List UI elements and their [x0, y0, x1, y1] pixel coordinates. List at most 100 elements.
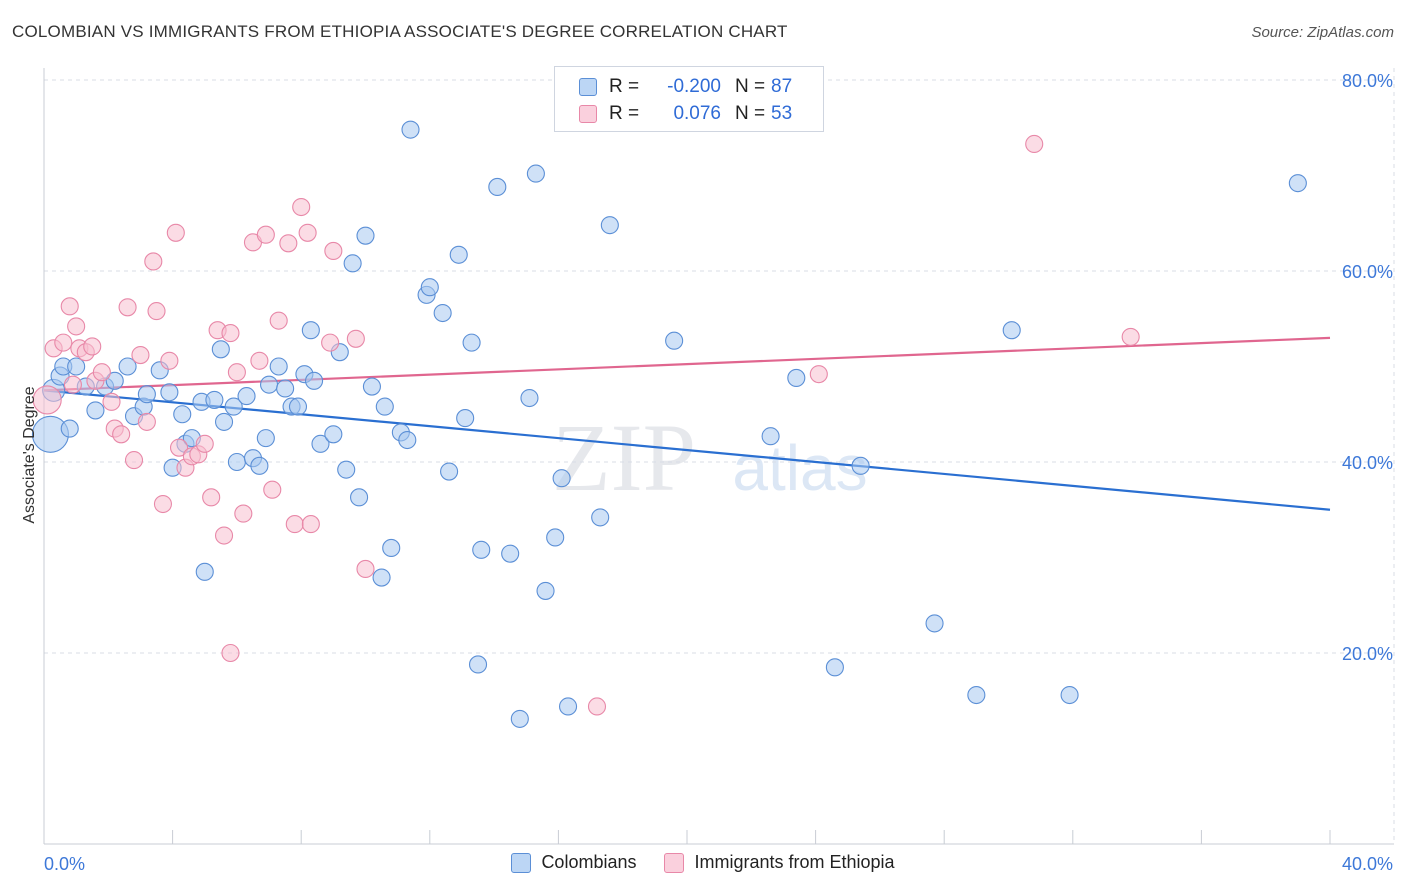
point-colombians [337, 460, 356, 479]
point-colombians [546, 528, 565, 547]
point-colombians [256, 429, 275, 448]
point-colombians [382, 538, 401, 558]
point-colombians [227, 452, 246, 472]
point-ethiopia [83, 337, 102, 356]
point-ethiopia [144, 252, 163, 271]
correlation-legend: R = -0.200 N = 87 R = 0.076 N = 53 [554, 66, 824, 132]
point-colombians [250, 456, 269, 475]
point-colombians [851, 456, 870, 475]
point-ethiopia [169, 438, 189, 457]
legend-label-ethiopia: Immigrants from Ethiopia [694, 852, 895, 872]
point-colombians [600, 216, 619, 235]
point-colombians [433, 303, 452, 323]
legend-item-colombians[interactable]: Colombians [511, 852, 636, 873]
point-ethiopia [1025, 134, 1044, 154]
legend-swatch-pink [664, 852, 685, 873]
point-colombians [472, 540, 491, 559]
point-colombians [825, 658, 844, 677]
point-ethiopia [250, 351, 269, 370]
legend-n-value: 53 [771, 103, 793, 124]
legend-item-ethiopia[interactable]: Immigrants from Ethiopia [664, 852, 895, 873]
point-colombians [105, 371, 124, 390]
point-colombians [301, 321, 320, 340]
point-ethiopia [147, 302, 166, 321]
point-colombians [67, 357, 86, 376]
legend-n-label: N = [735, 76, 766, 97]
y-tick-label: 60.0% [1342, 262, 1393, 282]
point-colombians [536, 581, 555, 600]
point-colombians [468, 655, 488, 674]
point-colombians [510, 709, 529, 728]
point-colombians [60, 419, 79, 438]
legend-swatch-pink [579, 105, 597, 123]
point-ethiopia [298, 223, 317, 242]
point-colombians [305, 371, 324, 390]
y-tick-label: 80.0% [1342, 71, 1393, 91]
point-colombians [1002, 321, 1021, 340]
point-ethiopia [292, 197, 311, 217]
tick-labels: 20.0% 40.0% 60.0% 80.0% 0.0% 40.0% [44, 71, 1393, 874]
point-ethiopia [112, 425, 131, 444]
point-colombians [925, 614, 944, 633]
point-colombians [118, 357, 137, 376]
point-ethiopia [227, 363, 246, 382]
trend-lines [43, 336, 1331, 511]
point-ethiopia [256, 225, 275, 244]
point-colombians [449, 245, 468, 264]
point-colombians [195, 562, 214, 581]
point-ethiopia [269, 311, 288, 330]
point-colombians [269, 357, 288, 376]
point-colombians [761, 427, 780, 446]
point-colombians [276, 379, 295, 398]
x-tick-label: 40.0% [1342, 854, 1393, 874]
point-ethiopia [124, 451, 144, 470]
point-ethiopia [279, 234, 298, 253]
watermark: ZIP atlas [552, 404, 868, 511]
point-colombians [211, 340, 230, 359]
legend-n-value: 87 [771, 76, 793, 97]
chart-title: COLOMBIAN VS IMMIGRANTS FROM ETHIOPIA AS… [12, 22, 788, 41]
point-colombians [591, 508, 610, 527]
scatter-points [31, 120, 1307, 728]
point-ethiopia [92, 363, 111, 382]
point-ethiopia [321, 333, 340, 352]
point-ethiopia [809, 365, 828, 384]
legend-n-label: N = [735, 103, 766, 124]
point-colombians [343, 254, 362, 273]
point-ethiopia [301, 515, 320, 534]
point-colombians [86, 401, 105, 420]
point-colombians [401, 120, 420, 139]
legend-r-value: -0.200 [667, 76, 721, 97]
series-legend: Colombians Immigrants from Ethiopia [0, 852, 1406, 873]
point-ethiopia [63, 375, 82, 394]
point-colombians [1060, 685, 1079, 705]
legend-r-label: R = [609, 103, 640, 124]
point-colombians [205, 390, 224, 409]
point-ethiopia [160, 351, 179, 370]
point-ethiopia [102, 392, 121, 411]
point-ethiopia [137, 412, 156, 431]
point-colombians [552, 469, 571, 488]
point-colombians [173, 405, 192, 424]
axes [43, 68, 1394, 845]
point-colombians [665, 331, 684, 350]
y-tick-label: 40.0% [1342, 453, 1393, 473]
point-ethiopia [166, 223, 185, 242]
point-ethiopia [153, 494, 173, 514]
point-ethiopia [221, 324, 240, 343]
point-colombians [967, 685, 986, 705]
point-colombians [350, 488, 369, 507]
point-colombians [214, 412, 234, 431]
point-ethiopia [1121, 327, 1140, 346]
y-axis-label: Associate's Degree [21, 386, 38, 524]
legend-r-value: 0.076 [673, 103, 721, 124]
trend-line-colombians [43, 389, 1331, 511]
point-colombians [288, 397, 308, 416]
point-colombians [501, 544, 520, 563]
legend-r-label: R = [609, 76, 640, 97]
point-ethiopia [195, 434, 214, 453]
point-ethiopia [234, 504, 253, 523]
point-ethiopia [54, 333, 73, 352]
point-colombians [356, 226, 375, 245]
